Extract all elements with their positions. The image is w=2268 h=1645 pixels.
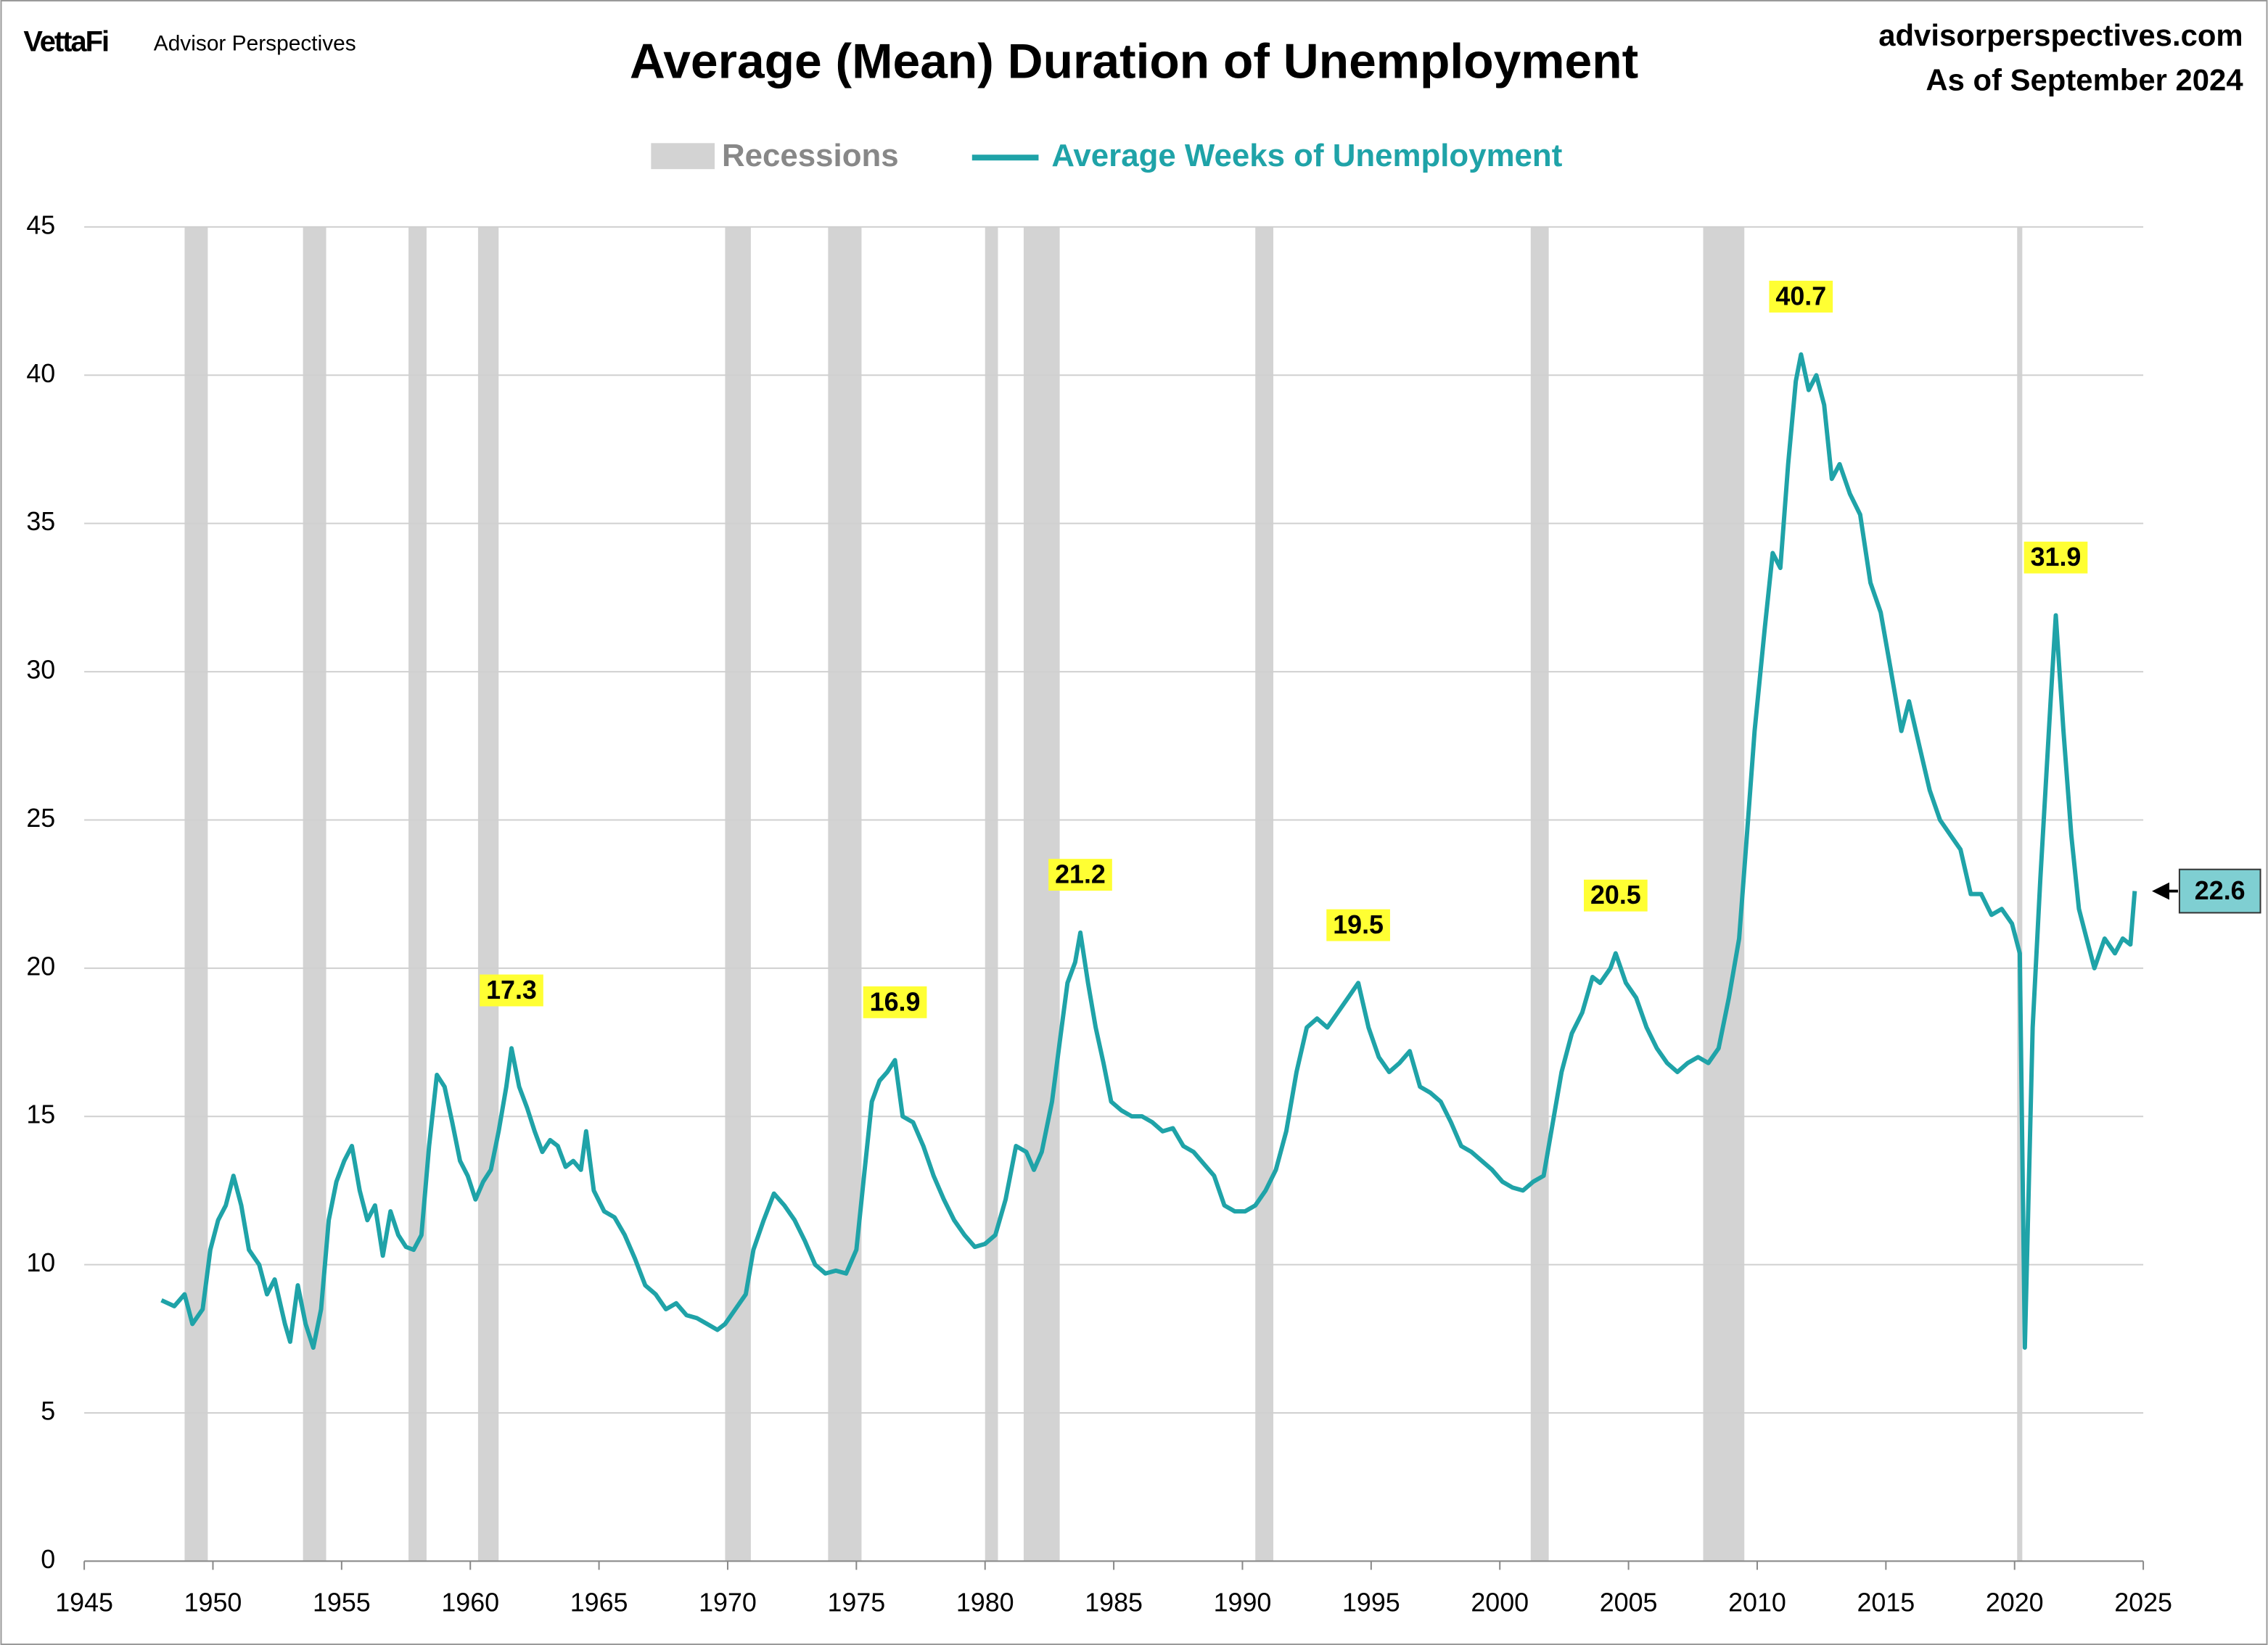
x-tick-label: 1970 [699,1588,757,1617]
recession-band [1255,226,1274,1562]
x-tick-label: 1950 [184,1588,242,1617]
x-tick-label: 2020 [1986,1588,2044,1617]
annotation-label: 40.7 [1775,281,1826,310]
recession-band [985,226,998,1562]
annotation-label: 21.2 [1055,860,1106,889]
x-tick-label: 1955 [313,1588,371,1617]
legend-swatch-recession [651,143,715,170]
x-tick-label: 2010 [1728,1588,1786,1617]
recession-band [828,226,862,1562]
annotation-label: 17.3 [486,976,537,1005]
as-of: As of September 2024 [1926,63,2243,97]
x-tick-label: 2015 [1857,1588,1915,1617]
y-tick-label: 35 [26,507,55,536]
annotation-highlight [1048,859,1112,891]
legend-label: Average Weeks of Unemployment [1051,138,1562,173]
annotation-highlight [863,986,927,1018]
annotation-label: 16.9 [870,987,921,1016]
x-tick-label: 2025 [2114,1588,2172,1617]
recession-band [725,226,751,1562]
x-tick-label: 2005 [1600,1588,1658,1617]
x-tick-label: 1985 [1085,1588,1143,1617]
y-tick-label: 45 [26,210,55,239]
recession-band [303,226,326,1562]
y-tick-label: 15 [26,1100,55,1129]
y-tick-label: 30 [26,656,55,685]
annotation-label: 19.5 [1333,910,1384,939]
x-tick-label: 1965 [570,1588,628,1617]
legend: Recessions Average Weeks of Unemployment [651,138,1563,173]
x-tick-label: 1945 [55,1588,113,1617]
annotation-highlight [1326,909,1390,941]
x-tick-label: 1995 [1342,1588,1400,1617]
recession-band [184,226,208,1562]
annotation-label: 31.9 [2031,543,2082,572]
y-tick-label: 5 [41,1396,55,1425]
recession-band [1530,226,1549,1562]
callout-arrow [2152,882,2169,900]
brand: VettaFi [23,25,108,57]
recession-band [408,226,427,1562]
annotation-highlight [1769,281,1833,313]
annotation-highlight [1584,879,1648,912]
recession-band [477,226,499,1562]
x-tick-label: 1975 [827,1588,885,1617]
annotation-label: 20.5 [1590,881,1641,910]
x-tick-label: 1960 [441,1588,499,1617]
x-tick-label: 2000 [1471,1588,1529,1617]
recession-band [2017,226,2023,1562]
callout-label: 22.6 [2195,876,2246,905]
y-tick-label: 10 [26,1248,55,1277]
recession-band [1023,226,1060,1562]
brand-sub: Advisor Perspectives [154,32,356,56]
callout-box [2178,868,2261,914]
y-tick-label: 40 [26,359,55,388]
y-tick-label: 0 [41,1545,55,1574]
chart-title: Average (Mean) Duration of Unemployment [630,35,1638,89]
legend-label: Recessions [722,138,899,173]
annotation-highlight [480,974,543,1007]
y-tick-label: 25 [26,804,55,833]
x-tick-label: 1980 [956,1588,1014,1617]
data-line [160,352,2137,1351]
annotation-highlight [2023,541,2088,574]
x-tick-label: 1990 [1214,1588,1272,1617]
recession-band [1703,226,1745,1562]
source: advisorperspectives.com [1878,18,2243,52]
y-tick-label: 20 [26,952,55,981]
